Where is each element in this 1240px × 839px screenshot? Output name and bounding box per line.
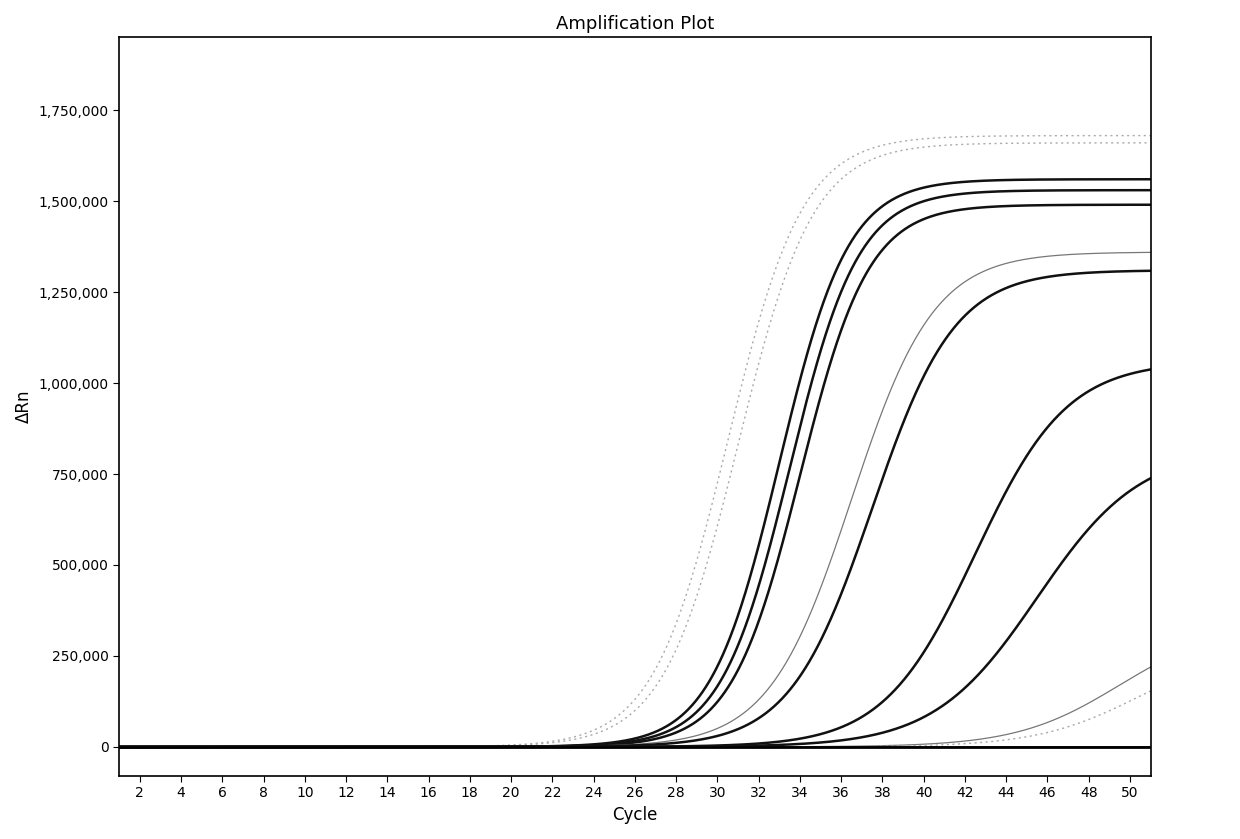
Y-axis label: ΔRn: ΔRn — [15, 390, 33, 424]
X-axis label: Cycle: Cycle — [613, 806, 657, 824]
Title: Amplification Plot: Amplification Plot — [556, 15, 714, 33]
